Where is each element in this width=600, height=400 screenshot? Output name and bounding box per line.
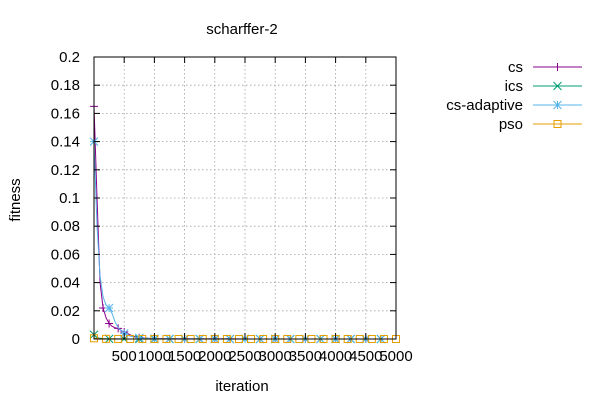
x-tick-label: 5000 — [379, 348, 412, 365]
y-tick-label: 0.18 — [51, 77, 80, 94]
x-tick-label: 1500 — [168, 348, 201, 365]
legend-marker-ics — [553, 81, 562, 91]
legend-label-cs: cs — [508, 59, 523, 76]
y-tick-label: 0.16 — [51, 105, 80, 122]
grid-lines — [94, 57, 397, 339]
x-tick-label: 4000 — [319, 348, 352, 365]
legend-label-cs-adaptive: cs-adaptive — [446, 97, 523, 114]
y-tick-label: 0.08 — [51, 218, 80, 235]
x-axis-label: iteration — [215, 378, 268, 395]
series-marker-cs-adaptive — [104, 303, 114, 313]
legend-label-pso: pso — [499, 116, 523, 133]
legend-marker-cs — [553, 63, 562, 71]
y-tick-labels: 0 0.02 0.04 0.06 0.08 0.1 0.12 0.14 0.16 0.18 0.2 — [51, 49, 80, 348]
x-tick-label: 3500 — [289, 348, 322, 365]
legend-label-ics: ics — [505, 78, 523, 95]
y-tick-label: 0 — [72, 331, 80, 348]
x-tick-label: 500 — [112, 348, 137, 365]
series-marker-cs — [114, 324, 123, 333]
y-tick-label: 0.12 — [51, 162, 80, 179]
y-tick-label: 0.2 — [59, 49, 80, 66]
axis-ticks — [94, 56, 397, 340]
y-axis-label: fitness — [7, 178, 24, 221]
x-tick-label: 2000 — [198, 348, 231, 365]
y-tick-label: 0.06 — [51, 246, 80, 263]
x-tick-label: 3000 — [259, 348, 292, 365]
chart-title: scharffer-2 — [206, 21, 277, 38]
y-tick-label: 0.14 — [51, 134, 80, 151]
x-tick-label: 1000 — [138, 348, 171, 365]
legend-marker-pso — [553, 120, 562, 128]
legend: cs ics cs-adaptive pso — [446, 59, 582, 133]
y-tick-label: 0.1 — [59, 190, 80, 207]
y-tick-label: 0.04 — [51, 275, 80, 292]
y-tick-label: 0.02 — [51, 303, 80, 320]
legend-marker-cs-adaptive — [553, 100, 562, 110]
x-tick-label: 2500 — [228, 348, 261, 365]
series-marker-cs — [105, 319, 114, 328]
x-tick-label: 4500 — [349, 348, 382, 365]
